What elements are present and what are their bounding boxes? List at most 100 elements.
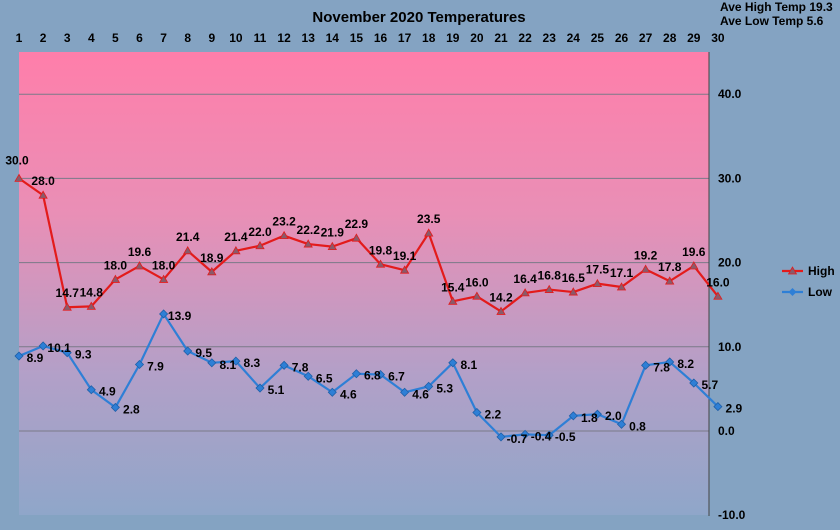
x-tick-label: 28 <box>663 31 677 45</box>
high-point-marker <box>62 302 72 311</box>
data-label-high: 17.5 <box>586 263 610 277</box>
x-tick-label: 15 <box>350 31 364 45</box>
data-label-high: 21.4 <box>176 230 200 244</box>
data-label-low: 4.9 <box>99 385 116 399</box>
data-label-high: 22.9 <box>345 217 369 231</box>
x-tick-label: 25 <box>591 31 605 45</box>
data-label-high: 19.1 <box>393 249 417 263</box>
y-tick-label: 0.0 <box>718 424 735 438</box>
low-point-marker <box>592 409 602 419</box>
high-point-marker <box>207 267 217 276</box>
low-point-marker <box>231 356 241 366</box>
series-line-low <box>18 312 719 438</box>
data-label-high: 19.6 <box>128 245 152 259</box>
high-point-marker <box>568 287 578 296</box>
legend-label-low: Low <box>808 285 833 299</box>
x-tick-label: 13 <box>302 31 316 45</box>
high-point-marker <box>158 274 169 283</box>
data-label-low: 8.2 <box>677 357 694 371</box>
x-tick-label: 20 <box>470 31 484 45</box>
high-point-marker <box>616 282 627 291</box>
data-label-low: 1.8 <box>581 411 598 425</box>
data-label-high: 19.6 <box>682 245 706 259</box>
high-point-marker <box>38 190 48 199</box>
x-tick-label: 29 <box>687 31 701 45</box>
low-point-marker <box>496 432 506 442</box>
low-point-marker <box>689 378 699 388</box>
x-tick-label: 16 <box>374 31 388 45</box>
temperature-averages: Ave High Temp 19.3 Ave Low Temp 5.6 <box>720 0 833 28</box>
x-tick-label: 22 <box>518 31 532 45</box>
data-label-low: -0.5 <box>555 430 576 444</box>
data-label-high: 16.4 <box>513 272 537 286</box>
high-point-marker <box>134 261 145 270</box>
low-point-marker <box>303 371 313 381</box>
low-point-marker <box>616 419 627 429</box>
y-tick-label: 10.0 <box>718 340 742 354</box>
x-tick-label: 17 <box>398 31 412 45</box>
high-point-marker <box>544 284 554 293</box>
high-point-marker <box>110 274 121 283</box>
high-point-marker <box>303 239 313 248</box>
data-label-low: 5.7 <box>701 378 718 392</box>
low-point-marker <box>544 430 554 440</box>
y-tick-label: 30.0 <box>718 171 742 185</box>
low-point-marker <box>159 309 169 319</box>
x-tick-label: 19 <box>446 31 460 45</box>
high-point-marker <box>375 259 386 268</box>
x-tick-label: 3 <box>64 31 71 45</box>
low-point-marker <box>134 359 145 370</box>
data-label-high: 21.4 <box>224 230 248 244</box>
high-point-marker <box>399 265 410 274</box>
x-tick-label: 8 <box>184 31 191 45</box>
low-point-marker <box>448 358 458 368</box>
ave-high-text: Ave High Temp 19.3 <box>720 0 833 14</box>
data-label-high: 18.9 <box>200 251 224 265</box>
plot-area <box>19 52 709 515</box>
data-label-high: 14.7 <box>56 286 80 300</box>
x-tick-label: 6 <box>136 31 143 45</box>
high-point-marker <box>14 173 24 182</box>
high-point-marker <box>279 230 289 240</box>
high-point-marker <box>592 278 603 288</box>
low-point-marker <box>183 346 193 356</box>
low-point-marker <box>14 351 24 361</box>
high-point-marker <box>520 288 530 297</box>
low-point-marker <box>568 411 578 421</box>
high-point-marker <box>689 261 699 270</box>
y-tick-label: 40.0 <box>718 87 742 101</box>
data-label-low: 2.2 <box>485 407 502 421</box>
x-tick-label: 18 <box>422 31 436 45</box>
x-tick-label: 4 <box>88 31 95 45</box>
data-label-high: 17.8 <box>658 260 682 274</box>
x-tick-label: 10 <box>229 31 243 45</box>
data-label-low: 2.0 <box>605 409 622 423</box>
x-tick-label: 14 <box>326 31 340 45</box>
y-tick-labels: -10.0 0.0 10.0 20.0 30.0 40.0 <box>718 87 746 522</box>
high-point-marker <box>496 306 506 315</box>
data-label-low: 8.9 <box>27 351 44 365</box>
x-tick-label: 11 <box>254 31 267 45</box>
data-label-high: 19.8 <box>369 243 393 257</box>
y-tick-label: 20.0 <box>718 256 742 270</box>
low-point-marker <box>62 348 72 358</box>
high-point-marker <box>351 233 362 242</box>
high-point-marker <box>472 291 482 300</box>
data-label-low: 5.1 <box>268 383 285 397</box>
data-label-high: 21.9 <box>321 226 345 240</box>
high-point-marker <box>713 291 723 300</box>
data-label-high: 14.2 <box>489 290 513 304</box>
low-point-marker <box>86 385 96 395</box>
data-label-high: 16.8 <box>538 269 562 283</box>
low-point-marker <box>520 429 530 439</box>
data-label-high: 15.4 <box>441 280 465 294</box>
x-tick-label: 24 <box>567 31 581 45</box>
x-tick-label: 12 <box>277 31 291 45</box>
high-point-marker <box>255 240 265 250</box>
data-label-high: 19.2 <box>634 248 658 262</box>
data-label-high: 17.1 <box>610 266 634 280</box>
low-point-marker <box>207 358 217 368</box>
high-point-marker <box>640 264 651 273</box>
y-tick-label: -10.0 <box>718 508 746 522</box>
x-tick-label: 26 <box>615 31 629 45</box>
